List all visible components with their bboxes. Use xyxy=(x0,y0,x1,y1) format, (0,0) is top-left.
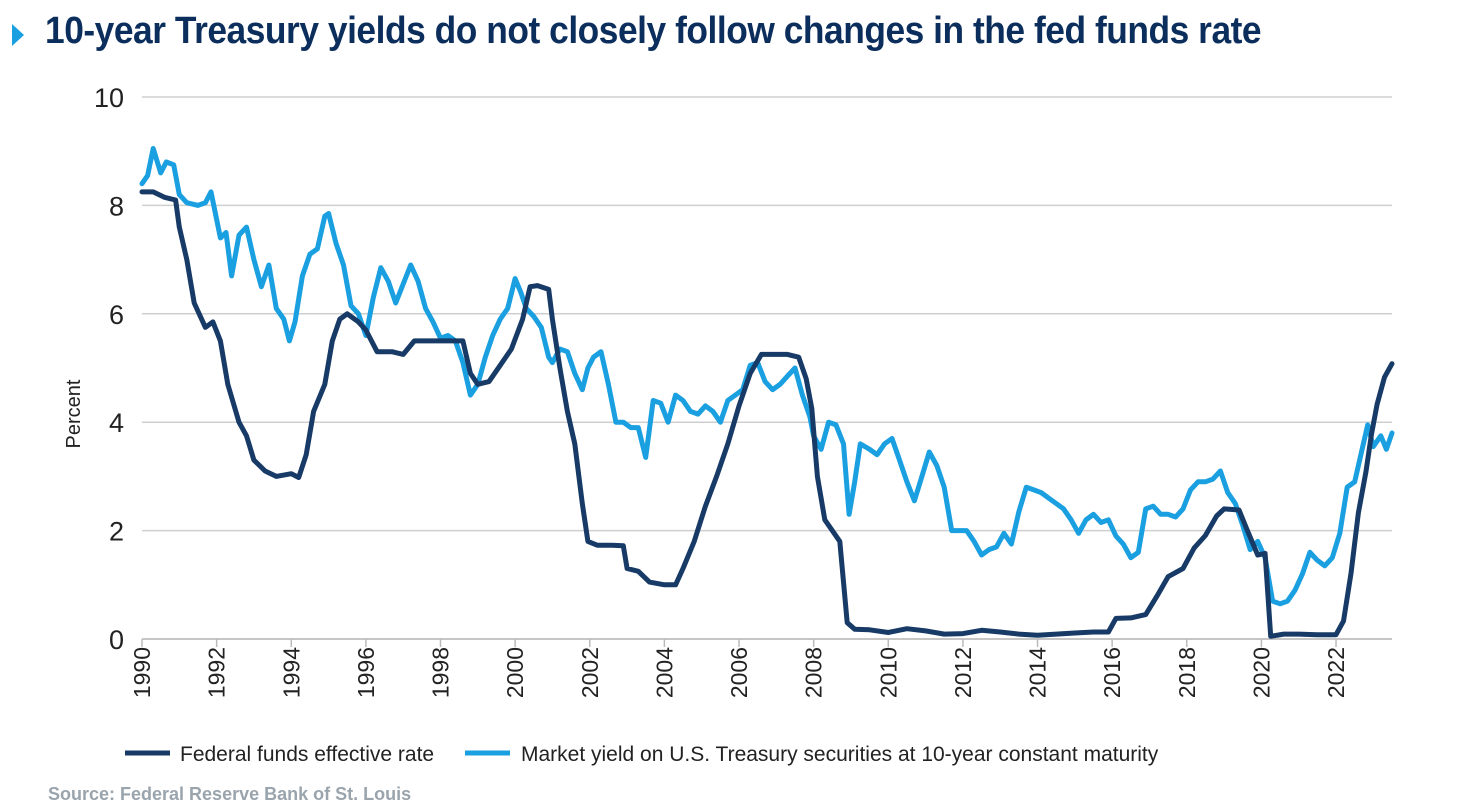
x-tick-label: 2000 xyxy=(502,647,528,698)
x-tick-label: 2004 xyxy=(651,647,677,698)
x-tick-label: 2016 xyxy=(1099,647,1125,698)
x-axis: 1990 1992 1994 1996 1998 2000 2002 2004 2006 2008… xyxy=(129,638,1392,698)
y-axis: 0 2 4 6 8 10 xyxy=(94,83,124,655)
x-tick-label: 2006 xyxy=(726,647,752,698)
legend-label-treasury: Market yield on U.S. Treasury securities… xyxy=(521,743,1159,766)
x-tick-label: 2022 xyxy=(1323,647,1349,698)
y-tick-label: 10 xyxy=(94,83,124,113)
source-note: Source: Federal Reserve Bank of St. Loui… xyxy=(48,784,412,804)
x-tick-label: 1992 xyxy=(204,647,230,698)
y-tick-label: 0 xyxy=(109,625,124,655)
title-bar: 10-year Treasury yields do not closely f… xyxy=(0,6,1458,62)
title-arrow-icon xyxy=(12,24,24,46)
x-tick-label: 1996 xyxy=(353,647,379,698)
x-tick-label: 2018 xyxy=(1174,647,1200,698)
y-tick-label: 4 xyxy=(109,408,124,438)
y-axis-label: Percent xyxy=(63,379,85,448)
x-tick-label: 1994 xyxy=(278,647,304,698)
page-title: 10-year Treasury yields do not closely f… xyxy=(45,10,1262,52)
y-tick-label: 6 xyxy=(109,300,124,330)
x-tick-label: 2002 xyxy=(577,647,603,698)
y-tick-label: 2 xyxy=(109,517,124,547)
x-tick-label: 2012 xyxy=(950,647,976,698)
x-tick-label: 2010 xyxy=(875,647,901,698)
y-tick-label: 8 xyxy=(109,191,124,221)
fed-funds-line xyxy=(139,189,1395,639)
x-tick-label: 1998 xyxy=(428,647,454,698)
series-lines xyxy=(139,146,1395,639)
x-tick-label: 2020 xyxy=(1248,647,1274,698)
legend-label-fed: Federal funds effective rate xyxy=(180,743,434,766)
line-chart: 0 2 4 6 8 10 1990 1992 1994 1996 1998 2000 2002 2004… xyxy=(63,83,1395,766)
legend: Federal funds effective rate Market yiel… xyxy=(125,743,1159,766)
treasury-10y-line xyxy=(139,146,1395,607)
x-tick-label: 2008 xyxy=(801,647,827,698)
x-tick-label: 1990 xyxy=(129,647,155,698)
x-tick-label: 2014 xyxy=(1025,647,1051,698)
